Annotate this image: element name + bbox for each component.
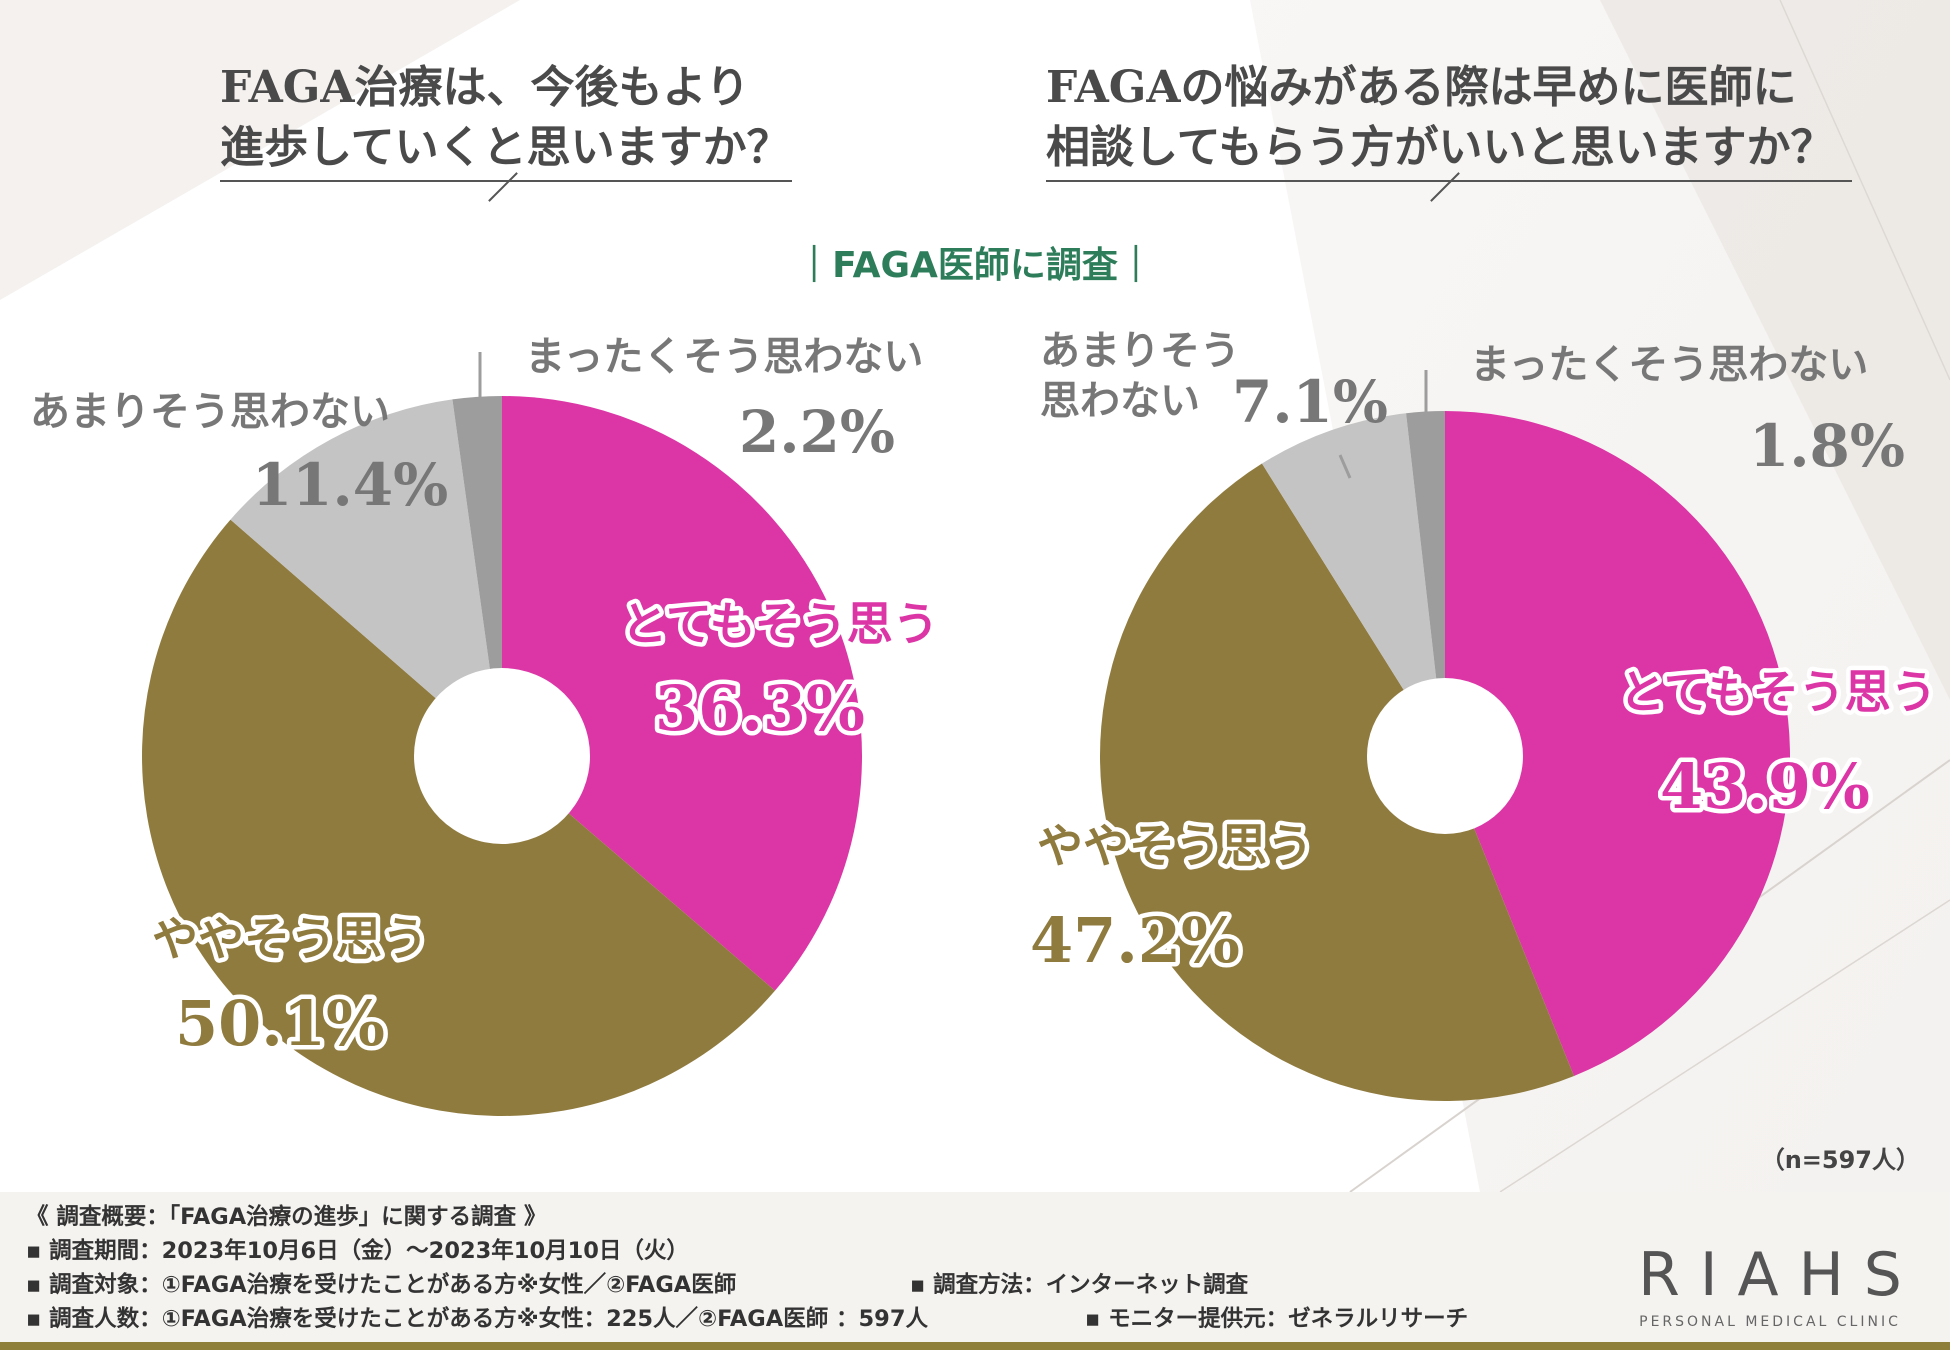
pie-1-label-4: まったくそう思わない [525,334,923,380]
question-2-line-1: FAGAの悩みがある際は早めに医師に [1046,62,1797,113]
pie-2-value-1: 43.9% [1660,750,1870,823]
question-2-title: FAGAの悩みがある際は早めに医師に 相談してもらう方がいいと思いますか？ [1046,58,1834,178]
pie-1-slice-1 [502,396,863,991]
brand-tagline: PERSONAL MEDICAL CLINIC [1639,1314,1901,1330]
pie-1-slice-4 [452,396,502,756]
pie-2-label-2: ややそう思う [1037,819,1313,873]
pie-2-value-4: 1.8% [1749,412,1905,480]
pie-1-label-2: ややそう思う [152,912,428,966]
pie-2-label-1: とてもそう思う [1619,665,1936,719]
survey-method: ▪ 調査方法：インターネット調査 [910,1272,1249,1298]
brand-logo: RIAHS PERSONAL MEDICAL CLINIC [1600,1238,1940,1330]
pie-2-slice-2 [1099,463,1575,1102]
pie-1-center-hole [414,668,590,844]
brand-name: RIAHS [1638,1240,1922,1310]
survey-period: ▪ 調査期間：2023年10月6日（金）～2023年10月10日（火） [26,1238,689,1264]
pie-1-label-3: あまりそう思わない [30,389,390,435]
pie-1-value-1: 36.3% [655,672,865,745]
pie-chart-2: とてもそう思う 43.9% ややそう思う 47.2% あまりそう思わない 7.1% まったく… [1030,328,1937,1102]
footer-panel [0,1192,1950,1350]
footer-accent-bar [0,1342,1950,1350]
pie-1-value-4: 2.2% [739,398,895,466]
question-1-title: FAGA治療は、今後もより 進歩していくと思いますか？ [220,58,791,178]
pie-1-value-3: 11.4% [252,451,448,519]
footer-notes: 《 調査概要：「FAGA治療の進歩」に関する調査 》 ▪ 調査期間：2023年1… [26,1200,928,1336]
question-1-line-1: FAGA治療は、今後もより [220,62,750,113]
survey-provider: ▪ モニター提供元：ゼネラルリサーチ [1085,1306,1469,1332]
pie-2-value-2: 47.2% [1030,904,1240,977]
pie-2-label-3: あまりそう [1040,328,1240,374]
survey-summary: 《 調査概要：「FAGA治療の進歩」に関する調査 》 [26,1204,547,1230]
pie-2-slice-1 [1445,411,1791,1076]
pie-2-leader-line-2 [1338,454,1352,479]
pie-2-center-hole [1367,678,1523,834]
question-2-line-2: 相談してもらう方がいいと思いますか？ [1046,122,1835,173]
pie-2-slice-4 [1406,411,1445,756]
question-1-line-2: 進歩していくと思いますか？ [220,122,791,173]
survey-target: ▪ 調査対象：①FAGA治療を受けたことがある方※女性／②FAGA医師 [26,1272,737,1298]
pie-1-slice-3 [230,399,503,756]
pie-2-value-3: 7.1% [1232,368,1388,436]
pie-1-label-1: とてもそう思う [621,597,938,651]
sample-size: （n=597人） [1760,1146,1920,1174]
pie-2-label-3: 思わない [1040,378,1200,424]
pie-2-label-4: まったくそう思わない [1470,342,1868,388]
pie-2-slice-3 [1261,413,1445,756]
pie-chart-1: とてもそう思う 36.3% ややそう思う 50.1% あまりそう思わない 11.4% まった… [30,334,939,1116]
survey-label: ｜FAGA医師に調査｜ [796,245,1154,286]
pie-1-value-2: 50.1% [175,987,385,1060]
survey-count: ▪ 調査人数：①FAGA治療を受けたことがある方※女性：225人／②FAGA医師… [26,1306,928,1332]
